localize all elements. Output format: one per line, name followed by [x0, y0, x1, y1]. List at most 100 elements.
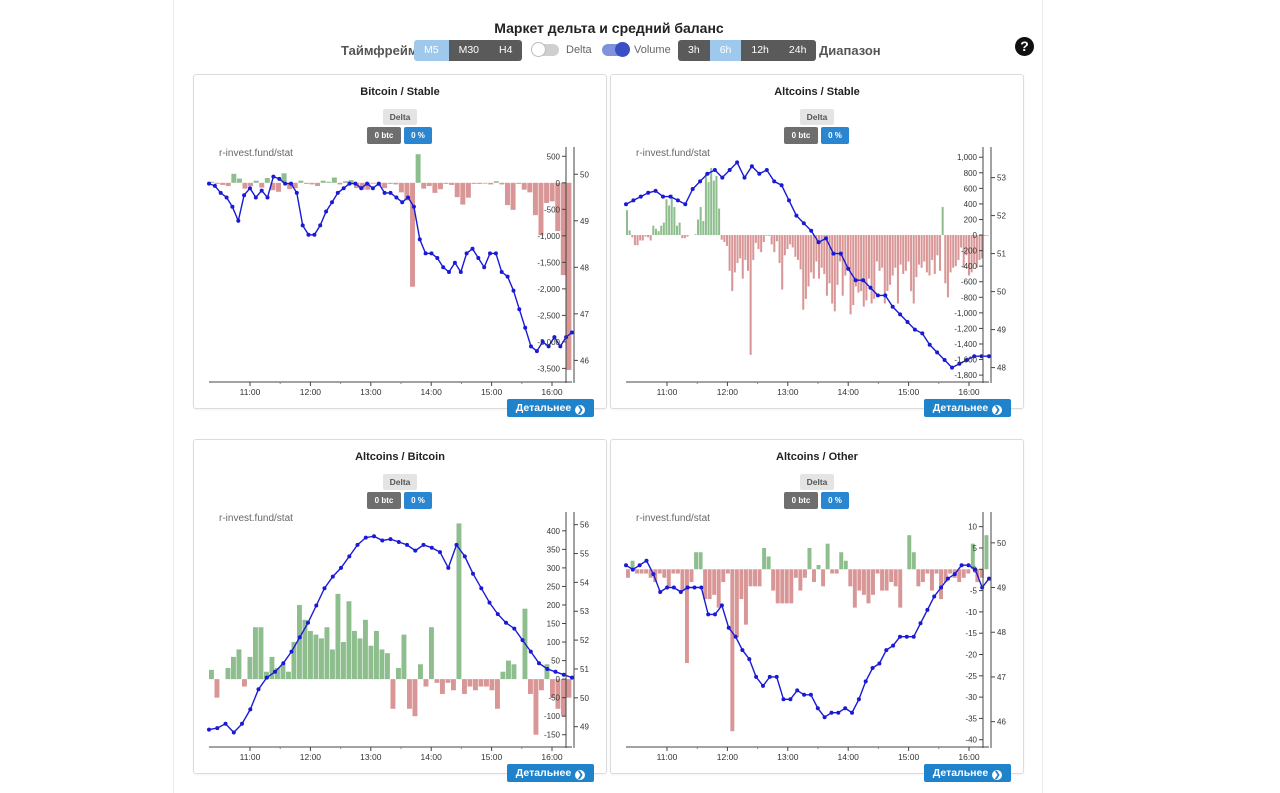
delta-bar [415, 154, 421, 183]
balance-point [297, 635, 302, 640]
delta-bar [818, 235, 821, 279]
balance-point [523, 325, 528, 330]
delta-bar [852, 569, 857, 608]
balance-point [264, 675, 269, 680]
details-button[interactable]: Детальнее ❯ [924, 399, 1011, 417]
balance-point [400, 200, 405, 205]
delta-bar [712, 180, 715, 236]
delta-bar [253, 180, 259, 183]
delta-bar [308, 630, 313, 680]
chevron-right-icon: ❯ [575, 405, 586, 415]
balance-point [747, 657, 752, 662]
details-button[interactable]: Детальнее ❯ [507, 764, 594, 782]
right-axis-tick-label: 46 [997, 718, 1006, 727]
delta-bar [812, 569, 816, 583]
delta-bar [861, 569, 866, 595]
delta-bar [917, 235, 921, 265]
balance-point [863, 679, 868, 684]
delta-bar [393, 182, 399, 185]
details-button[interactable]: Детальнее ❯ [924, 764, 1011, 782]
delta-bar [886, 235, 889, 292]
delta-bar [843, 560, 848, 570]
x-axis-tick-label: 14:00 [838, 752, 860, 760]
delta-bar [331, 177, 337, 183]
delta-bar [768, 235, 771, 236]
balance-point [540, 339, 545, 344]
delta-bar [662, 569, 667, 578]
balance-point [720, 175, 725, 180]
left-axis-tick-label: -3,500 [537, 364, 560, 373]
help-icon[interactable]: ? [1015, 37, 1034, 56]
left-axis-tick-label: -2,000 [537, 285, 560, 294]
delta-bar [654, 228, 657, 236]
delta-bar [374, 630, 379, 680]
range-3h-button[interactable]: 3h [678, 40, 710, 61]
delta-bar [434, 679, 440, 683]
volume-toggle[interactable] [602, 42, 630, 57]
delta-bar [493, 181, 499, 183]
balance-point [517, 307, 522, 312]
balance-point [624, 563, 628, 568]
x-axis-tick-label: 15:00 [898, 752, 920, 760]
delta-bar [231, 173, 237, 183]
x-axis-tick-label: 13:00 [360, 752, 382, 760]
delta-bar [878, 235, 881, 271]
delta-bar [865, 235, 868, 301]
left-axis-tick-label: 0 [556, 675, 561, 684]
x-axis-tick-label: 11:00 [657, 387, 678, 395]
delta-bar [830, 569, 835, 574]
balance-point [487, 600, 492, 605]
delta-tag: Delta [383, 109, 417, 125]
delta-toggle[interactable] [531, 42, 559, 57]
chart-plot: 400 350 300 250 200 150 100 50 0 -50 -100 -150 56 55 5… [207, 512, 589, 760]
volume-toggle-label: Volume [634, 44, 671, 56]
percent-badge: 0 % [821, 492, 849, 509]
left-axis-tick-label: 100 [547, 638, 561, 647]
timeframe-m30-button[interactable]: M30 [448, 40, 490, 61]
balance-point [359, 186, 364, 191]
delta-bar [225, 182, 231, 186]
delta-bar [973, 235, 976, 264]
left-axis-tick-label: -1,400 [954, 340, 977, 349]
range-24h-button[interactable]: 24h [778, 40, 817, 61]
range-6h-button[interactable]: 6h [709, 40, 742, 61]
right-axis-tick-label: 54 [580, 578, 589, 587]
delta-bar [757, 569, 762, 587]
delta-bar [810, 235, 813, 273]
delta-bar [936, 235, 939, 256]
left-axis-tick-label: -800 [961, 293, 978, 302]
balance-point [545, 667, 550, 671]
balance-point [476, 256, 481, 260]
balance-point [898, 634, 902, 639]
delta-bar [626, 569, 630, 578]
delta-bar [889, 235, 892, 285]
delta-bar [796, 235, 800, 260]
right-axis-tick-label: 51 [997, 250, 1006, 259]
balance-point [945, 576, 950, 581]
right-axis-tick-label: 47 [997, 673, 1006, 682]
left-axis-tick-label: -400 [961, 262, 978, 271]
balance-point [959, 563, 964, 568]
balance-point [546, 344, 551, 349]
timeframe-h4-button[interactable]: H4 [489, 40, 523, 61]
delta-toggle-label: Delta [566, 44, 592, 56]
delta-bar [429, 627, 434, 680]
details-button-label: Детальнее [932, 767, 989, 779]
x-axis-tick-label: 15:00 [481, 387, 503, 395]
timeframe-m5-button[interactable]: M5 [414, 40, 449, 61]
left-axis-tick-label: 200 [547, 601, 561, 610]
delta-bar [504, 182, 510, 206]
delta-bar [258, 627, 264, 680]
balance-point [318, 223, 323, 228]
delta-bar [660, 225, 663, 236]
balance-point [877, 661, 882, 666]
balance-point [423, 251, 428, 256]
delta-bar [544, 182, 550, 203]
details-button[interactable]: Детальнее ❯ [507, 399, 594, 417]
balance-point [388, 537, 393, 542]
left-axis-tick-label: 0 [556, 179, 561, 188]
delta-bar [644, 569, 649, 574]
delta-bar [357, 638, 363, 680]
delta-bar [881, 235, 884, 268]
range-12h-button[interactable]: 12h [741, 40, 779, 61]
